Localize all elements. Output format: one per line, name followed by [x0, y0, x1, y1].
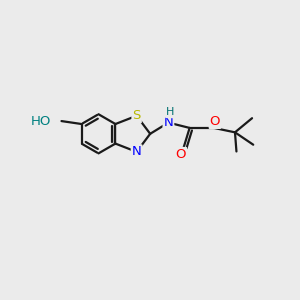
Text: O: O: [210, 115, 220, 128]
Text: H: H: [166, 107, 174, 117]
Text: N: N: [132, 145, 142, 158]
Text: N: N: [164, 116, 173, 129]
Text: S: S: [132, 109, 141, 122]
Text: HO: HO: [31, 115, 51, 128]
Text: O: O: [176, 148, 186, 161]
